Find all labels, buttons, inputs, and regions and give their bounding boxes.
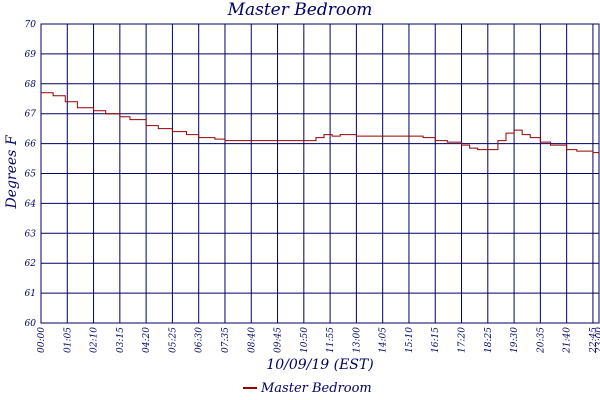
legend: Master Bedroom [243, 381, 372, 397]
y-tick-label: 64 [25, 199, 37, 209]
y-tick-label: 67 [25, 110, 37, 120]
x-tick-label: 19:30 [510, 327, 520, 353]
x-axis-label: 10/09/19 (EST) [266, 357, 374, 373]
x-tick-label: 10:50 [300, 327, 310, 353]
x-tick-label: 11:55 [326, 327, 336, 353]
x-tick-label: 00:00 [37, 327, 47, 353]
y-tick-label: 70 [25, 20, 37, 30]
x-tick-label: 21:40 [563, 327, 573, 354]
x-tick-label: 18:25 [484, 327, 494, 353]
y-tick-label: 66 [25, 140, 37, 150]
y-tick-label: 60 [25, 319, 37, 329]
x-tick-label: 23:00 [595, 327, 600, 354]
x-tick-label: 05:25 [168, 327, 178, 353]
x-tick-label: 20:35 [536, 327, 546, 354]
x-tick-label: 09:45 [274, 327, 284, 353]
x-tick-label: 22:45 [589, 327, 599, 354]
y-tick-label: 69 [25, 50, 37, 60]
y-tick-label: 65 [25, 170, 37, 180]
series-line [41, 92, 599, 154]
y-tick-label: 62 [25, 259, 37, 269]
plot-frame [40, 23, 600, 324]
y-tick-label: 68 [25, 80, 37, 90]
x-tick-label: 07:35 [221, 327, 231, 353]
x-tick-label: 16:15 [431, 327, 441, 353]
legend-label: Master Bedroom [261, 381, 372, 396]
y-tick-label: 61 [25, 289, 36, 299]
x-tick-label: 02:10 [90, 327, 100, 353]
x-tick-label: 17:20 [458, 327, 468, 353]
x-tick-label: 04:20 [142, 327, 152, 353]
y-tick-label: 63 [25, 229, 37, 239]
x-tick-label: 01:05 [63, 327, 73, 353]
y-axis-label: Degrees F [4, 135, 20, 209]
x-tick-label: 15:10 [405, 327, 415, 353]
legend-swatch [243, 386, 257, 389]
x-tick-label: 03:15 [116, 327, 126, 353]
x-tick-label: 14:05 [379, 327, 389, 353]
chart-title: Master Bedroom [227, 0, 373, 20]
x-tick-label: 06:30 [195, 327, 205, 353]
x-tick-label: 08:40 [247, 327, 257, 353]
x-tick-label: 13:00 [352, 327, 362, 353]
